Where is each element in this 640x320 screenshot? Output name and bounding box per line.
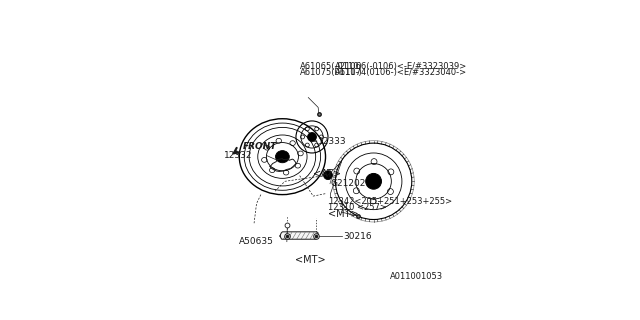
- Polygon shape: [280, 232, 319, 239]
- Circle shape: [365, 173, 381, 189]
- Ellipse shape: [275, 151, 289, 163]
- Text: A011001053: A011001053: [390, 272, 443, 281]
- Text: FRONT: FRONT: [243, 142, 277, 151]
- Text: 12310 <257>: 12310 <257>: [328, 203, 387, 212]
- Text: A50635: A50635: [239, 237, 273, 246]
- Circle shape: [324, 171, 332, 180]
- Text: 12332: 12332: [225, 151, 253, 160]
- Text: A61075(0111-): A61075(0111-): [300, 68, 363, 77]
- Text: A61065(-0110): A61065(-0110): [300, 62, 363, 71]
- Text: G21202: G21202: [330, 179, 366, 188]
- Text: 12342<205+251+253+255>: 12342<205+251+253+255>: [328, 196, 452, 205]
- Circle shape: [308, 132, 316, 141]
- Text: A21066(-0106)<-E/#3323039>: A21066(-0106)<-E/#3323039>: [335, 62, 468, 71]
- Text: 12333: 12333: [318, 137, 347, 146]
- Text: A61074(0106-)<E/#3323040->: A61074(0106-)<E/#3323040->: [335, 68, 467, 77]
- Text: <MT>: <MT>: [328, 209, 358, 219]
- Text: <AT>: <AT>: [313, 169, 341, 179]
- Text: <MT>: <MT>: [296, 255, 326, 265]
- Text: 30216: 30216: [343, 231, 371, 241]
- Circle shape: [325, 172, 331, 178]
